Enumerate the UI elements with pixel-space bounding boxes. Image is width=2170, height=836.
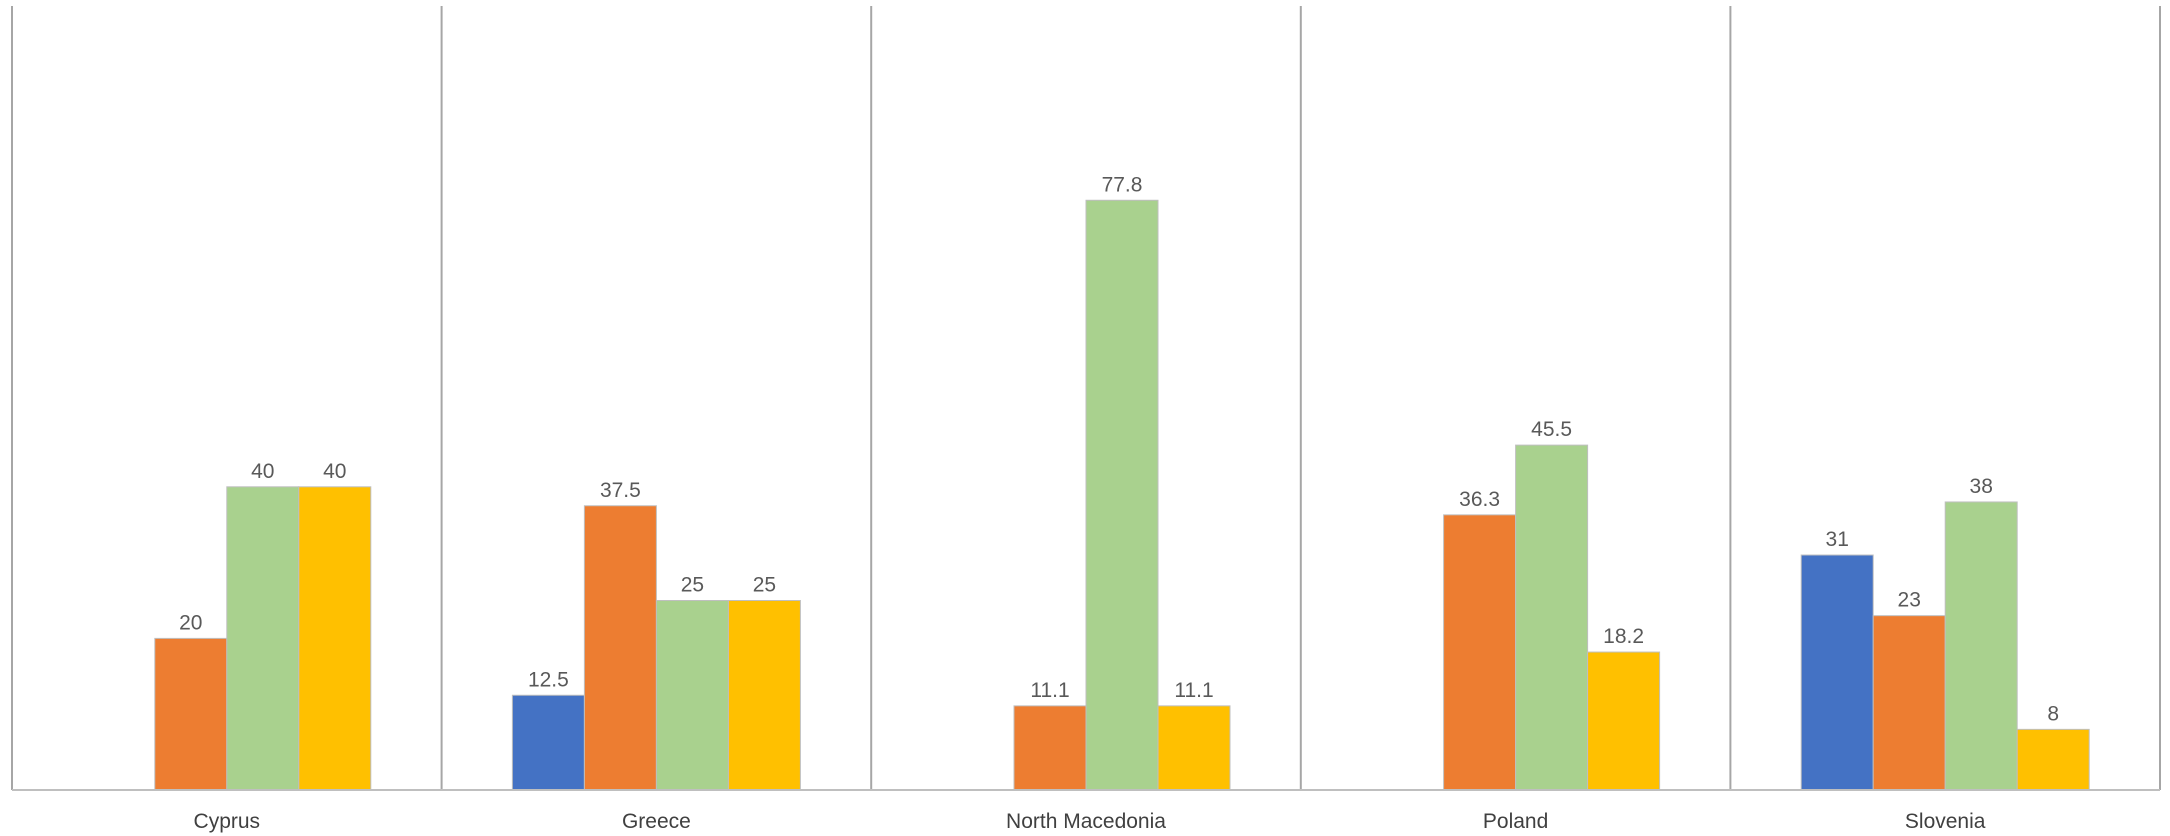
bar-value-label: 23 — [1898, 589, 1921, 612]
bar-value-label: 36.3 — [1459, 488, 1500, 511]
bar — [1085, 199, 1159, 791]
bar-value-label: 25 — [753, 574, 776, 597]
bar-value-label: 45.5 — [1531, 418, 1572, 441]
bar — [1013, 705, 1087, 791]
bar — [1872, 615, 1946, 791]
category-label: Greece — [622, 810, 691, 833]
bar — [511, 694, 585, 791]
bar — [583, 505, 657, 791]
bar-value-label: 31 — [1826, 528, 1849, 551]
category-label: Cyprus — [194, 810, 261, 833]
data-labels-group: 20 40 40 12.5 37.5 25 25 11.1 77.8 11.1 36.3 45.5 18… — [179, 173, 2059, 725]
category-labels-group: Cyprus Greece North Macedonia Poland Sloveni… — [194, 810, 1986, 833]
category-label: Poland — [1483, 810, 1548, 833]
bar — [2016, 728, 2090, 791]
bar — [298, 486, 372, 791]
bar — [154, 637, 228, 791]
bar — [1800, 554, 1874, 791]
category-label: North Macedonia — [1006, 810, 1166, 833]
bar-value-label: 38 — [1970, 475, 1993, 498]
bar-value-label: 12.5 — [528, 668, 569, 691]
bar-value-label: 25 — [681, 574, 704, 597]
bar-value-label: 77.8 — [1102, 173, 1143, 196]
bar-value-label: 40 — [323, 460, 346, 483]
bar-value-label: 8 — [2047, 702, 2059, 725]
bar-value-label: 11.1 — [1174, 679, 1213, 702]
bar — [1515, 444, 1589, 791]
bar — [1157, 705, 1231, 791]
bar-value-label: 11.1 — [1030, 679, 1069, 702]
bars-group — [154, 199, 2090, 791]
category-label: Slovenia — [1905, 810, 1986, 833]
bar — [226, 486, 300, 791]
category-separators — [11, 6, 2161, 790]
bar-value-label: 40 — [251, 460, 274, 483]
bar-value-label: 20 — [179, 611, 202, 634]
bar — [1443, 514, 1517, 791]
bar — [727, 600, 801, 791]
bar — [655, 600, 729, 791]
bar-value-label: 18.2 — [1603, 625, 1644, 648]
bar — [1587, 651, 1661, 791]
bar-value-label: 37.5 — [600, 479, 641, 502]
bar — [1944, 501, 2018, 791]
